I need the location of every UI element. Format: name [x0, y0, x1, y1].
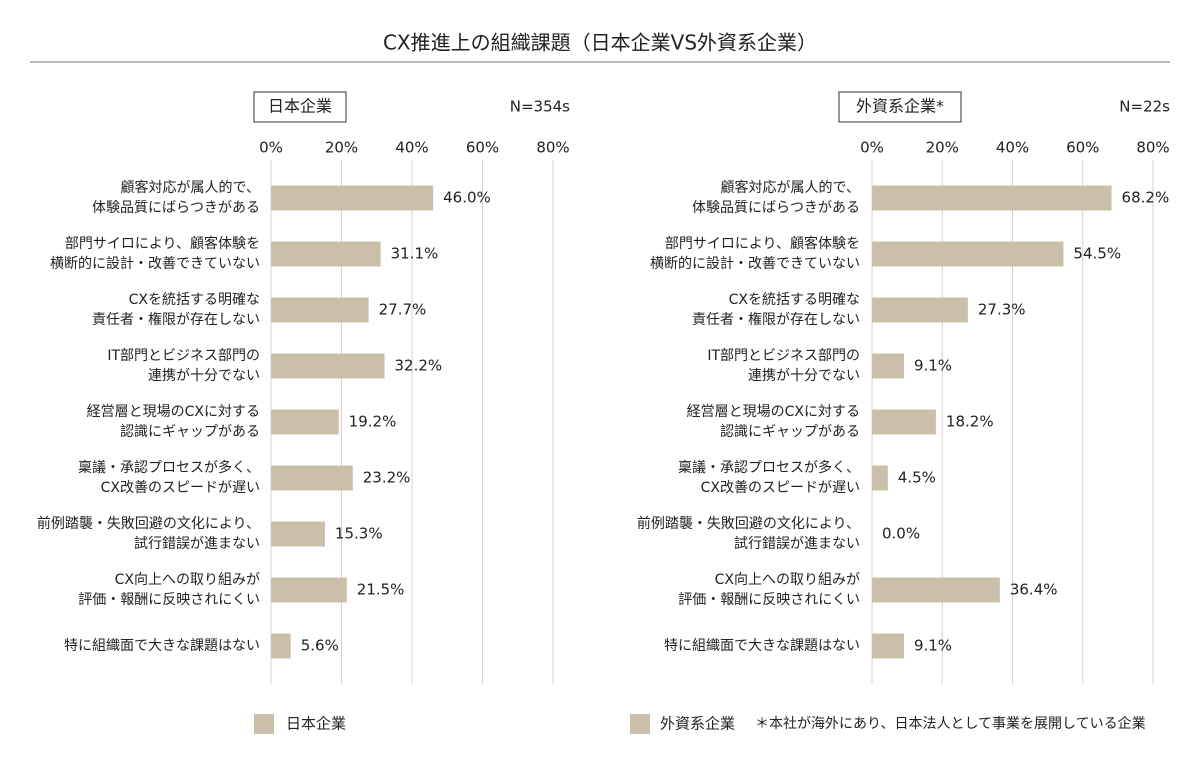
panel-2-bar-3	[872, 353, 904, 379]
panel-1-category-label-7-0: CX向上への取り組みが	[115, 572, 260, 588]
panel-1-category-label-3-0: IT部門とビジネス部門の	[107, 348, 260, 364]
panel-2-tick-label-2: 40%	[996, 139, 1029, 157]
panel-2-tick-label-1: 20%	[926, 139, 959, 157]
panel-2-bar-8	[872, 633, 904, 659]
panel-1-category-label-2-0: CXを統括する明確な	[129, 292, 260, 308]
panel-2-category-label-6-0: 前例踏襲・失敗回避の文化により、	[637, 515, 860, 532]
panel-1-category-label-0-1: 体験品質にばらつきがある	[92, 200, 260, 216]
panel-2-data-label-3: 9.1%	[914, 357, 952, 375]
panel-2-category-label-2-1: 責任者・権限が存在しない	[692, 311, 860, 328]
panel-1-category-label-3-1: 連携が十分でない	[148, 368, 260, 384]
panel-1-category-label-8-0: 特に組織面で大きな課題はない	[64, 638, 260, 654]
panel-2-bar-1	[872, 241, 1064, 267]
panel-2-category-label-0-1: 体験品質にばらつきがある	[692, 200, 860, 216]
panel-2-category-label-1-1: 横断的に設計・改善できていない	[650, 256, 860, 272]
panel-2-tick-label-4: 80%	[1136, 139, 1169, 157]
panel-1-data-label-2: 27.7%	[379, 301, 427, 319]
panel-1-category-label-5-1: CX改善のスピードが遅い	[101, 480, 260, 496]
panel-1-category-label-4-1: 認識にギャップがある	[120, 424, 260, 440]
panel-2-category-label-1-0: 部門サイロにより、顧客体験を	[665, 235, 860, 252]
panel-1-bar-6	[271, 521, 325, 547]
panel-2-category-label-5-1: CX改善のスピードが遅い	[701, 480, 860, 496]
panel-1-bar-1	[271, 241, 381, 267]
panel-2-category-label-3-0: IT部門とビジネス部門の	[707, 348, 860, 364]
panel-1-bar-3	[271, 353, 385, 379]
panel-2-bar-4	[872, 409, 936, 435]
panel-1-label-box	[253, 91, 347, 123]
panel-2-data-label-6: 0.0%	[882, 525, 920, 543]
legend-label-japan: 日本企業	[286, 715, 346, 733]
panel-2-data-label-0: 68.2%	[1122, 189, 1170, 207]
panel-1-category-label-5-0: 稟議・承認プロセスが多く、	[78, 459, 260, 476]
panel-1-data-label-1: 31.1%	[391, 245, 439, 263]
panel-2-category-label-0-0: 顧客対応が属人的で、	[721, 179, 860, 196]
panel-1-bar-8	[271, 633, 291, 659]
panel-2-category-label-7-0: CX向上への取り組みが	[715, 572, 860, 588]
panel-2-bar-2	[872, 297, 968, 323]
panel-1-category-label-4-0: 経営層と現場のCXに対する	[87, 404, 260, 420]
panel-2-data-label-5: 4.5%	[898, 469, 936, 487]
panel-2-data-label-7: 36.4%	[1010, 581, 1058, 599]
panel-1-bar-0	[271, 185, 434, 211]
panel-2-category-label-3-1: 連携が十分でない	[748, 368, 860, 384]
legend-swatch-japan	[254, 714, 274, 734]
panel-1-data-label-7: 21.5%	[357, 581, 405, 599]
legend-label-foreign: 外資系企業	[660, 715, 735, 733]
panel-1-bar-5	[271, 465, 353, 491]
panel-2-data-label-1: 54.5%	[1073, 245, 1121, 263]
panel-2-data-label-8: 9.1%	[914, 637, 952, 655]
panel-2-category-label-4-1: 認識にギャップがある	[720, 424, 860, 440]
panel-1-tick-label-4: 80%	[536, 139, 569, 157]
panel-1-tick-label-1: 20%	[325, 139, 358, 157]
panel-2-data-label-4: 18.2%	[946, 413, 994, 431]
legend-footnote: ＊本社が海外にあり、日本法人として事業を展開している企業	[755, 715, 1146, 732]
panel-1-tick-label-3: 60%	[466, 139, 499, 157]
panel-2-bar-0	[872, 185, 1112, 211]
panel-1-data-label-0: 46.0%	[443, 189, 491, 207]
panel-2-bar-7	[872, 577, 1000, 603]
panel-1-data-label-3: 32.2%	[395, 357, 443, 375]
panel-1-category-label-7-1: 評価・報酬に反映されにくい	[78, 592, 260, 608]
panel-2-label: 外資系企業*	[856, 97, 944, 116]
panel-2-category-label-8-0: 特に組織面で大きな課題はない	[664, 638, 860, 654]
panel-2-category-label-2-0: CXを統括する明確な	[729, 292, 860, 308]
panel-2-label-box	[838, 91, 962, 123]
panel-1-tick-label-2: 40%	[395, 139, 428, 157]
panel-2-category-label-5-0: 稟議・承認プロセスが多く、	[678, 459, 860, 476]
panel-1-data-label-6: 15.3%	[335, 525, 383, 543]
panel-1-category-label-1-0: 部門サイロにより、顧客体験を	[65, 235, 260, 252]
panel-1-data-label-8: 5.6%	[301, 637, 339, 655]
panel-2-category-label-6-1: 試行錯誤が進まない	[734, 536, 860, 552]
panel-1-data-label-5: 23.2%	[363, 469, 411, 487]
panel-2-tick-label-0: 0%	[860, 139, 884, 157]
panel-2-bar-5	[872, 465, 888, 491]
panel-1-bar-7	[271, 577, 347, 603]
panel-1-data-label-4: 19.2%	[349, 413, 397, 431]
panel-1-label: 日本企業	[268, 97, 332, 116]
chart-title: CX推進上の組織課題（日本企業VS外資系企業）	[383, 31, 817, 55]
panel-2-category-label-4-0: 経営層と現場のCXに対する	[687, 404, 860, 420]
panel-1-category-label-0-0: 顧客対応が属人的で、	[121, 179, 260, 196]
panel-1-bar-2	[271, 297, 369, 323]
panel-2-category-label-7-1: 評価・報酬に反映されにくい	[678, 592, 860, 608]
panel-1-n-label: N=354s	[510, 98, 570, 116]
legend-swatch-foreign	[630, 714, 650, 734]
panel-2-data-label-2: 27.3%	[978, 301, 1026, 319]
panel-1-category-label-6-1: 試行錯誤が進まない	[134, 536, 260, 552]
panel-2-n-label: N=22s	[1119, 98, 1170, 116]
panel-1-category-label-6-0: 前例踏襲・失敗回避の文化により、	[37, 515, 260, 532]
panel-1-bar-4	[271, 409, 339, 435]
panel-1-tick-label-0: 0%	[259, 139, 283, 157]
panel-2-tick-label-3: 60%	[1066, 139, 1099, 157]
panel-1-category-label-1-1: 横断的に設計・改善できていない	[50, 256, 260, 272]
panel-1-category-label-2-1: 責任者・権限が存在しない	[92, 311, 260, 328]
